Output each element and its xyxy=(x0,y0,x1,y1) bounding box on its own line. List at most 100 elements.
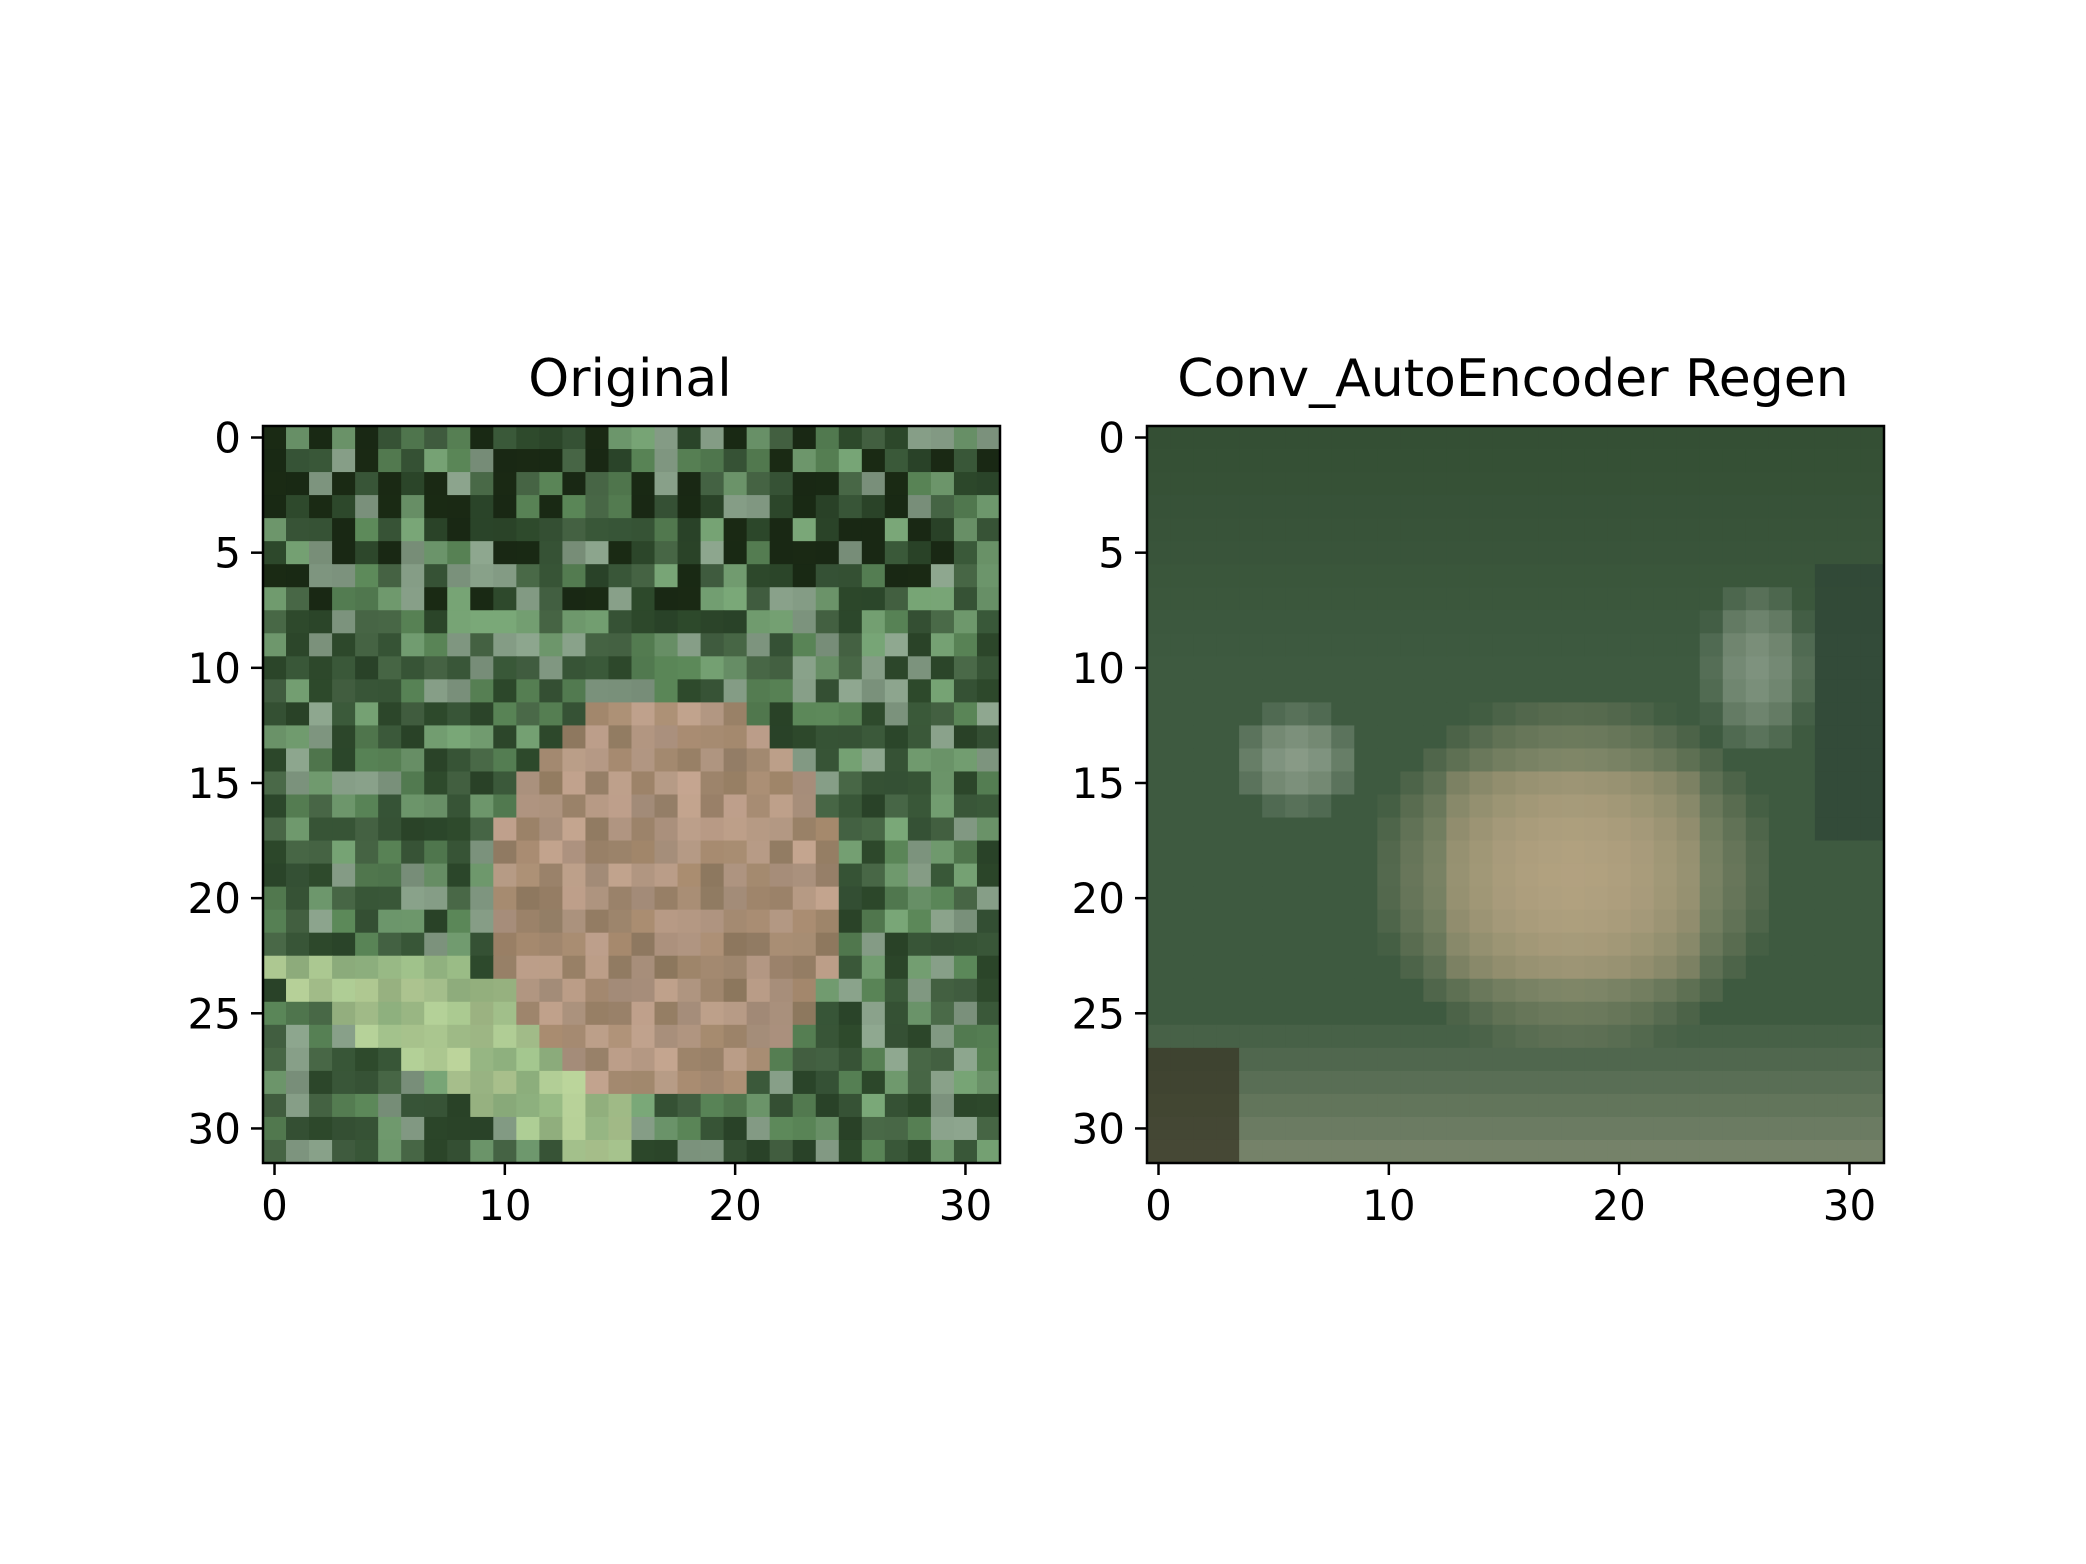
pixel xyxy=(1515,817,1540,842)
pixel xyxy=(286,518,310,542)
pixel xyxy=(1400,426,1424,450)
pixel xyxy=(1147,1093,1171,1118)
pixel xyxy=(263,679,287,703)
pixel xyxy=(1515,909,1540,934)
pixel xyxy=(1147,909,1171,934)
pixel xyxy=(355,955,379,980)
pixel xyxy=(1837,702,1862,727)
pixel xyxy=(861,748,886,773)
pixel xyxy=(1193,656,1217,680)
pixel xyxy=(654,564,679,588)
pixel xyxy=(447,909,471,934)
pixel xyxy=(1308,909,1332,934)
pixel xyxy=(631,633,656,657)
pixel xyxy=(539,1047,564,1072)
pixel xyxy=(1745,1001,1770,1026)
pixel xyxy=(723,863,748,888)
pixel xyxy=(631,610,656,634)
pixel xyxy=(815,932,840,957)
pixel xyxy=(907,909,932,934)
x-axis: 0 10 20 30 xyxy=(261,1163,992,1230)
pixel xyxy=(930,725,955,750)
pixel xyxy=(884,449,909,473)
pixel xyxy=(1814,633,1839,657)
pixel xyxy=(1676,1047,1701,1072)
pixel xyxy=(1538,1093,1563,1118)
pixel xyxy=(1446,1047,1471,1072)
pixel xyxy=(861,495,886,519)
pixel xyxy=(470,426,494,450)
pixel xyxy=(1699,840,1724,865)
pixel xyxy=(1354,1001,1378,1026)
panel-regen: Conv_AutoEncoder Regen 0 10 20 30 051015202… xyxy=(1072,349,1886,1230)
pixel xyxy=(1791,1070,1816,1095)
pixel xyxy=(677,748,702,773)
pixel xyxy=(447,633,471,657)
pixel xyxy=(1492,633,1517,657)
pixel xyxy=(401,886,425,911)
pixel xyxy=(355,932,379,957)
pixel xyxy=(1147,702,1171,727)
pixel xyxy=(608,1116,633,1141)
pixel xyxy=(516,771,540,796)
pixel xyxy=(907,1070,932,1095)
pixel xyxy=(1814,1093,1839,1118)
pixel xyxy=(1423,886,1448,911)
pixel xyxy=(447,541,471,565)
pixel xyxy=(1607,518,1632,542)
pixel xyxy=(1262,1093,1286,1118)
pixel xyxy=(1653,656,1678,680)
pixel xyxy=(861,1116,886,1141)
pixel xyxy=(654,587,679,611)
pixel xyxy=(1745,426,1770,450)
pixel xyxy=(1722,1047,1747,1072)
pixel xyxy=(746,610,771,634)
pixel xyxy=(562,449,587,473)
pixel xyxy=(585,702,610,727)
pixel xyxy=(1423,1093,1448,1118)
pixel xyxy=(1492,449,1517,473)
pixel xyxy=(585,748,610,773)
pixel xyxy=(1515,1070,1540,1095)
pixel xyxy=(723,955,748,980)
pixel xyxy=(585,978,610,1003)
pixel xyxy=(424,472,448,496)
pixel xyxy=(1607,1047,1632,1072)
pixel xyxy=(1331,472,1355,496)
pixel xyxy=(1262,1070,1286,1095)
pixel xyxy=(1722,1139,1747,1164)
pixel xyxy=(1814,817,1839,842)
pixel xyxy=(447,955,471,980)
pixel xyxy=(470,840,494,865)
pixel xyxy=(907,449,932,473)
pixel xyxy=(401,909,425,934)
pixel xyxy=(1653,702,1678,727)
pixel xyxy=(1354,863,1378,888)
pixel xyxy=(562,610,587,634)
pixel xyxy=(654,771,679,796)
pixel xyxy=(1768,932,1793,957)
pixel xyxy=(585,541,610,565)
pixel xyxy=(1400,978,1424,1003)
pixel xyxy=(1699,587,1724,611)
pixel xyxy=(1538,541,1563,565)
pixel xyxy=(539,817,564,842)
pixel xyxy=(700,587,725,611)
pixel xyxy=(1170,472,1194,496)
pixel xyxy=(907,1093,932,1118)
pixel xyxy=(1239,472,1263,496)
pixel xyxy=(654,1024,679,1049)
x-tick-label: 20 xyxy=(1592,1181,1645,1230)
pixel xyxy=(401,1116,425,1141)
pixel xyxy=(424,702,448,727)
pixel xyxy=(1285,679,1309,703)
pixel xyxy=(930,495,955,519)
pixel xyxy=(1331,725,1355,750)
pixel xyxy=(1216,564,1240,588)
pixel xyxy=(953,748,978,773)
pixel xyxy=(1584,633,1609,657)
pixel xyxy=(1722,449,1747,473)
pixel xyxy=(1262,702,1286,727)
pixel xyxy=(861,633,886,657)
pixel xyxy=(1285,1024,1309,1049)
